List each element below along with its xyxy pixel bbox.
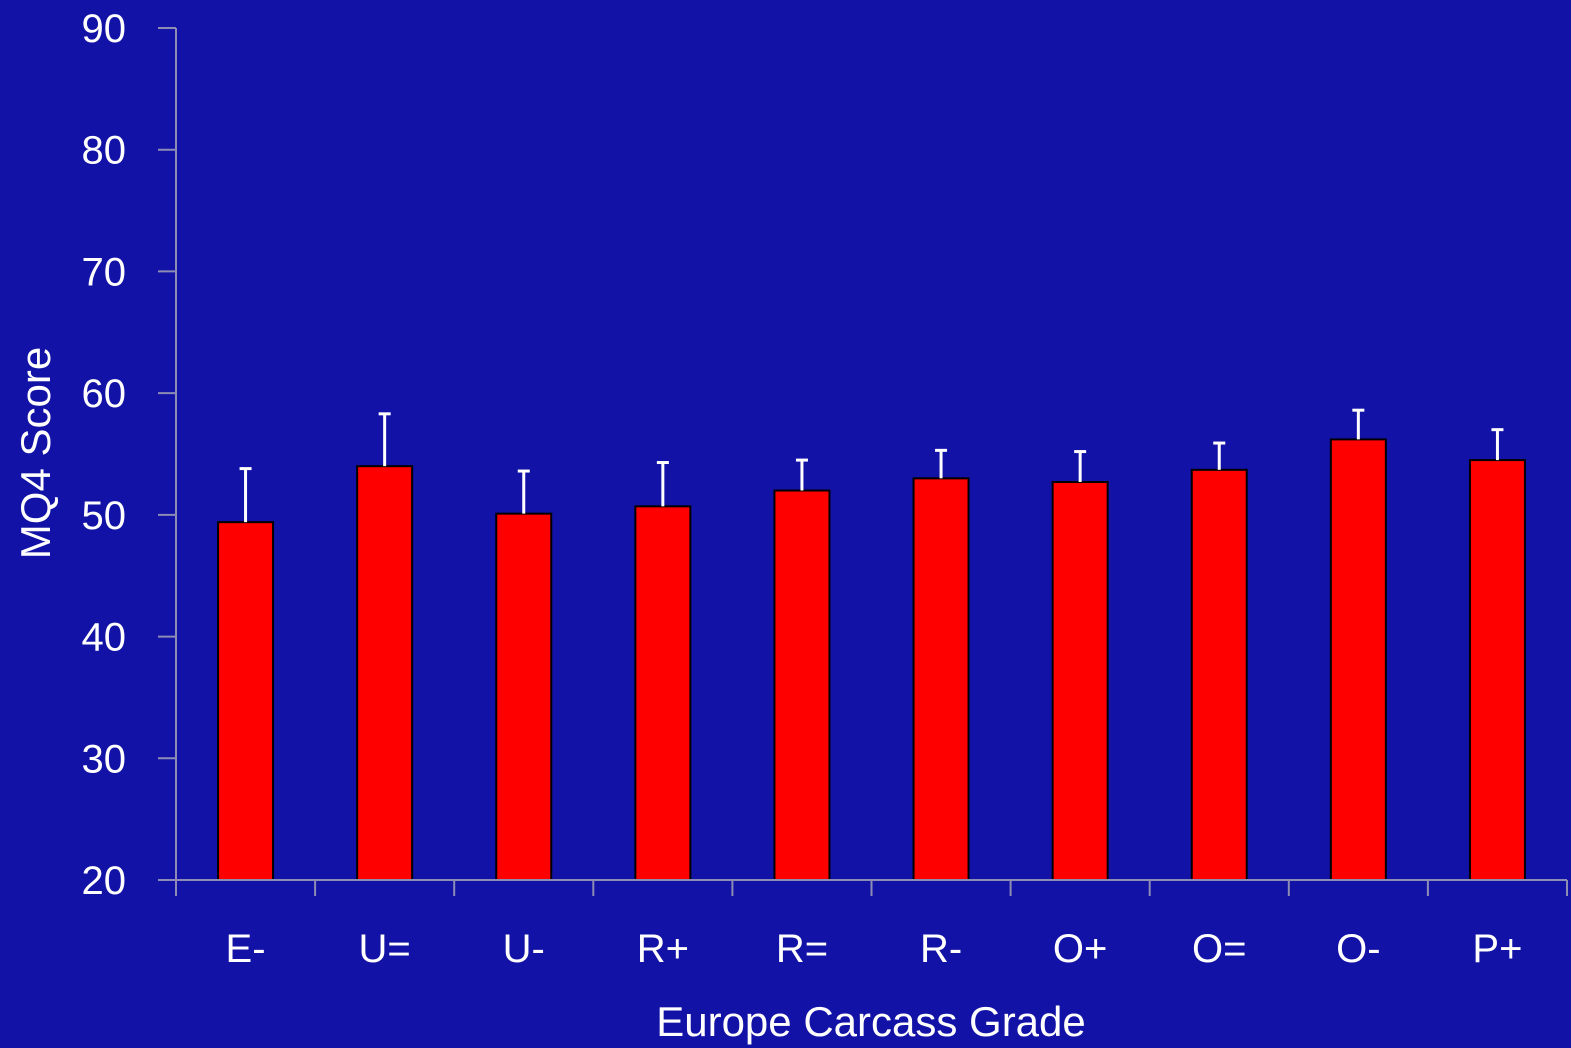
x-tick-label: O- bbox=[1336, 927, 1380, 971]
x-axis-title: Europe Carcass Grade bbox=[656, 998, 1086, 1045]
bars-group bbox=[217, 438, 1526, 881]
y-tick-label: 70 bbox=[82, 250, 127, 294]
y-tick-label: 80 bbox=[82, 129, 127, 173]
y-tick-label: 50 bbox=[82, 494, 127, 538]
x-tick-label: E- bbox=[226, 927, 266, 971]
bar-U= bbox=[356, 465, 414, 881]
x-tick-label: O= bbox=[1192, 927, 1246, 971]
y-tick-label: 30 bbox=[82, 737, 127, 781]
bar-U- bbox=[495, 512, 553, 881]
y-tick-label: 60 bbox=[82, 372, 127, 416]
bar-R= bbox=[773, 489, 831, 881]
bar-O- bbox=[1329, 438, 1387, 881]
y-axis-title: MQ4 Score bbox=[12, 347, 59, 559]
x-tick-label: U- bbox=[503, 927, 545, 971]
x-tick-label: R= bbox=[776, 927, 828, 971]
bar-E- bbox=[217, 521, 275, 881]
x-tick-label: O+ bbox=[1053, 927, 1107, 971]
bar-P+ bbox=[1468, 459, 1526, 881]
y-tick-label: 20 bbox=[82, 859, 127, 903]
axes-group bbox=[158, 27, 1568, 896]
error-bars-group bbox=[239, 408, 1504, 523]
y-tick-label: 90 bbox=[82, 7, 127, 51]
y-tick-label: 40 bbox=[82, 616, 127, 660]
x-tick-label: U= bbox=[359, 927, 411, 971]
x-tick-label: R+ bbox=[637, 927, 689, 971]
x-tick-labels: E- U= U- R+ R= R- O+ O= O- P+ bbox=[226, 927, 1523, 971]
bar-R+ bbox=[634, 505, 692, 881]
y-tick-labels: 20 30 40 50 60 70 80 90 bbox=[82, 7, 127, 903]
bar-O= bbox=[1190, 468, 1248, 881]
bar-O+ bbox=[1051, 480, 1109, 881]
x-tick-label: R- bbox=[920, 927, 962, 971]
x-tick-label: P+ bbox=[1472, 927, 1522, 971]
bar-R- bbox=[912, 477, 970, 881]
